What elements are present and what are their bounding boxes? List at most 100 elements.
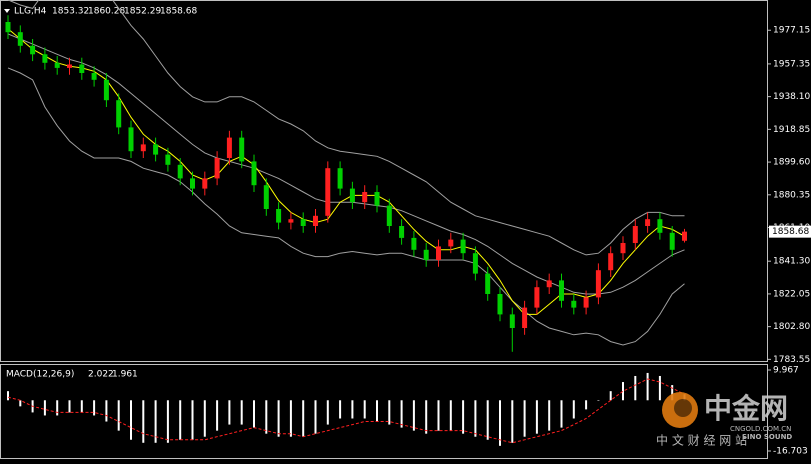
tagline: 中 文 财 经 网 站 bbox=[656, 433, 747, 448]
macd-bar bbox=[388, 400, 391, 425]
macd-bar bbox=[511, 400, 514, 443]
candle-body bbox=[263, 185, 269, 209]
macd-bar bbox=[93, 400, 96, 416]
candle-body bbox=[337, 168, 343, 189]
y-tick-label: 1957.35 bbox=[773, 59, 810, 69]
candle-body bbox=[460, 239, 466, 254]
overlay-line bbox=[7, 33, 685, 295]
macd-bar bbox=[179, 400, 182, 440]
macd-bar bbox=[142, 400, 145, 443]
macd-bar bbox=[560, 400, 563, 428]
candle-body bbox=[571, 300, 577, 308]
brand: 中金网 bbox=[704, 392, 788, 425]
macd-bar bbox=[363, 400, 366, 419]
macd-bar bbox=[216, 400, 219, 431]
y-tick-label: 9.967 bbox=[773, 366, 799, 376]
candle-body bbox=[534, 287, 540, 308]
candle-body bbox=[103, 79, 109, 101]
candle-body bbox=[288, 219, 294, 223]
macd-bar bbox=[253, 400, 255, 428]
macd-bar bbox=[572, 400, 575, 419]
macd-bar bbox=[449, 400, 452, 431]
macd-bar bbox=[597, 400, 600, 401]
candle-body bbox=[128, 127, 134, 152]
overlay-line bbox=[7, 28, 685, 315]
macd-bar bbox=[658, 375, 661, 401]
high-value: 1860.28 bbox=[88, 7, 125, 17]
macd-bar bbox=[412, 400, 415, 431]
candle-body bbox=[522, 307, 528, 328]
candle-body bbox=[79, 64, 85, 73]
y-tick-label: 1841.30 bbox=[773, 257, 810, 267]
candle-body bbox=[116, 100, 122, 128]
candle-body bbox=[226, 137, 232, 158]
macd-bar bbox=[474, 400, 477, 437]
macd-bar bbox=[277, 400, 280, 437]
candle-body bbox=[5, 22, 11, 33]
macd-bar bbox=[166, 400, 169, 443]
macd-bar bbox=[265, 400, 268, 434]
macd-bar bbox=[646, 372, 649, 401]
candle-body bbox=[362, 192, 368, 203]
candle-body bbox=[17, 32, 23, 46]
candle-body bbox=[300, 219, 306, 226]
low-value: 1852.29 bbox=[124, 7, 161, 17]
macd-bar bbox=[400, 400, 403, 428]
candle-body bbox=[497, 294, 503, 315]
chart-title: LLG,H4 bbox=[14, 7, 47, 17]
macd-bar bbox=[523, 400, 526, 437]
candle-body bbox=[67, 64, 72, 68]
signal-value: 1.961 bbox=[112, 370, 138, 380]
macd-bar bbox=[585, 400, 588, 410]
signal-line bbox=[7, 378, 685, 444]
macd-bar bbox=[43, 400, 46, 416]
candle-body bbox=[140, 144, 146, 152]
candle-body bbox=[177, 164, 183, 179]
candle-body bbox=[620, 243, 626, 254]
candle-body bbox=[165, 154, 171, 165]
candle-body bbox=[559, 280, 564, 301]
macd-bar bbox=[376, 400, 378, 422]
macd-bar bbox=[68, 400, 71, 413]
candle-body bbox=[386, 205, 392, 226]
candle-body bbox=[546, 280, 552, 288]
logo-inner bbox=[674, 399, 692, 417]
macd-bar bbox=[19, 400, 22, 407]
macd-bar bbox=[634, 375, 637, 401]
open-value: 1853.32 bbox=[52, 7, 89, 17]
macd-frame bbox=[0, 364, 768, 459]
candle-body bbox=[608, 253, 614, 271]
overlay-line bbox=[7, 0, 685, 256]
y-tick-label: -16.703 bbox=[773, 447, 808, 457]
candle-body bbox=[423, 249, 429, 260]
overlay-line bbox=[7, 67, 685, 346]
candle-body bbox=[325, 168, 331, 216]
macd-value: 2.022 bbox=[88, 370, 114, 380]
candle-body bbox=[645, 219, 651, 226]
close-value: 1858.68 bbox=[160, 7, 197, 17]
price-frame bbox=[0, 0, 768, 362]
y-tick-label: 1977.15 bbox=[773, 26, 810, 36]
candle-body bbox=[632, 226, 638, 243]
macd-bar bbox=[425, 400, 428, 434]
candle-body bbox=[448, 239, 454, 247]
macd-bar bbox=[339, 400, 342, 419]
candle-body bbox=[595, 270, 601, 298]
macd-bar bbox=[154, 400, 157, 443]
macd-bar bbox=[117, 400, 120, 431]
candle-body bbox=[436, 246, 441, 260]
macd-bar bbox=[203, 400, 206, 437]
price-label-box bbox=[769, 225, 811, 238]
candle-body bbox=[153, 144, 159, 155]
candle-body bbox=[349, 188, 355, 203]
macd-bar bbox=[228, 400, 231, 425]
y-tick-label: 1918.85 bbox=[773, 125, 810, 135]
sound: SINO SOUND bbox=[742, 433, 792, 441]
y-tick-label: 1880.35 bbox=[773, 190, 810, 200]
logo bbox=[662, 392, 698, 428]
macd-bar bbox=[609, 391, 612, 401]
candle-body bbox=[202, 178, 208, 189]
macd-bar bbox=[351, 400, 354, 419]
macd-bar bbox=[80, 400, 83, 413]
